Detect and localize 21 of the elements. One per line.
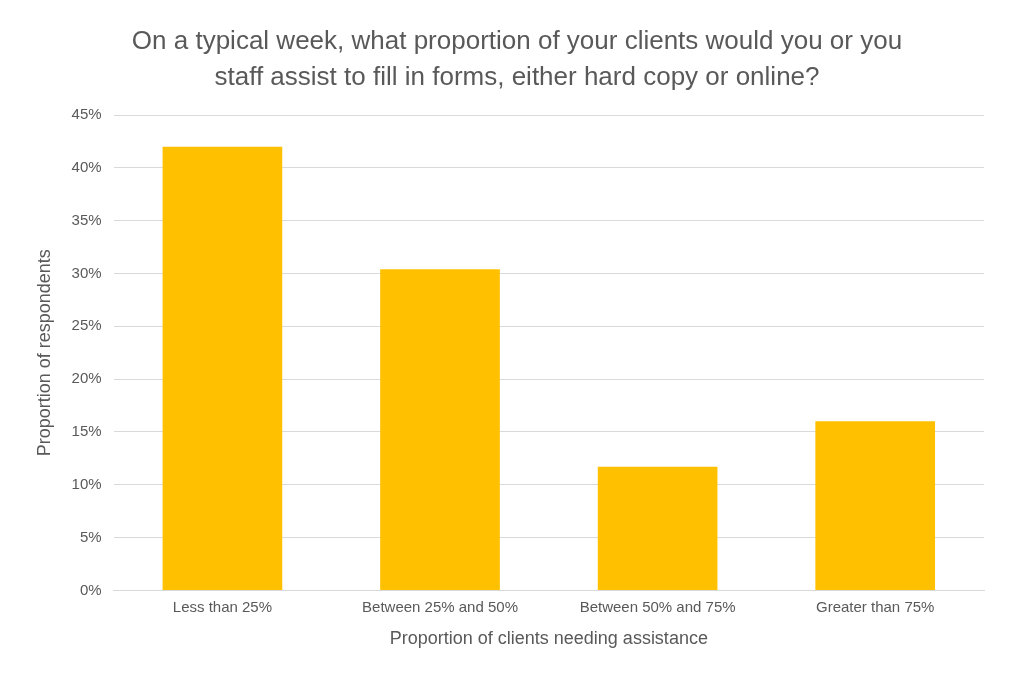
y-tick-label: 15% (71, 422, 102, 440)
x-axis-title: Proportion of clients needing assistance (389, 628, 708, 649)
y-tick-label: 45% (71, 105, 102, 123)
x-tick-label: Between 25% and 50% (362, 597, 518, 615)
bar (597, 466, 718, 590)
y-axis-title: Proportion of respondents (33, 249, 54, 457)
y-tick-label: 30% (71, 263, 102, 281)
bar (162, 146, 283, 590)
chart-title: On a typical week, what proportion of your clients would you or you staff assist to fill in forms, either hard copy or online? (130, 24, 904, 93)
y-tick-label: 0% (79, 580, 102, 598)
x-tick-label: Between 50% and 75% (579, 597, 736, 615)
y-tick-label: 10% (71, 474, 102, 492)
x-tick-label: Less than 25% (172, 597, 273, 615)
y-tick-label: 35% (71, 210, 102, 228)
y-tick-label: 5% (79, 527, 102, 545)
x-tick-label: Greater than 75% (816, 597, 935, 615)
y-tick-label: 25% (71, 316, 102, 334)
y-tick-label: 20% (71, 369, 102, 387)
y-tick-label: 40% (71, 157, 102, 175)
bar (380, 269, 500, 590)
bar (815, 421, 936, 590)
